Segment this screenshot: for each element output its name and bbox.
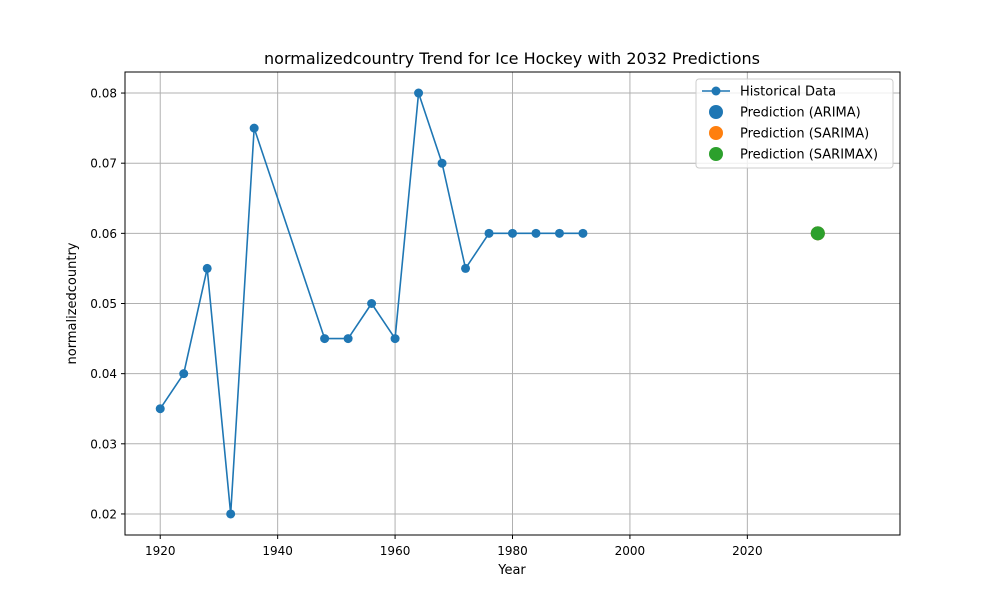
x-axis: 1920 1940 1960 1980 2000 2020	[145, 535, 763, 558]
x-tick-label: 1920	[145, 544, 176, 558]
legend-label-prediction-sarimax: Prediction (SARIMAX)	[740, 148, 878, 163]
x-tick-label: 1960	[380, 544, 411, 558]
y-tick-label: 0.08	[90, 87, 117, 101]
historical-data-point	[179, 369, 189, 379]
y-tick-label: 0.07	[90, 157, 117, 171]
historical-data-point	[367, 299, 377, 308]
plot-frame	[124, 71, 901, 536]
legend: Historical Data Prediction (ARIMA) Predict…	[695, 78, 894, 169]
historical-data-point	[343, 334, 353, 344]
legend-marker	[709, 126, 723, 140]
chart-title: normalizedcountry Trend for Ice Hockey w…	[264, 49, 760, 68]
historical-data-point	[249, 123, 259, 133]
y-tick-label: 0.04	[90, 367, 117, 381]
y-tick-label: 0.02	[90, 507, 117, 521]
historical-data-point	[437, 158, 447, 168]
x-axis-label: Year	[497, 563, 526, 578]
legend-label-prediction-sarima: Prediction (SARIMA)	[740, 127, 869, 142]
historical-data-point	[508, 228, 517, 238]
legend-marker	[709, 147, 723, 161]
y-tick-label: 0.06	[90, 227, 117, 241]
historical-data-point	[202, 263, 212, 273]
historical-data-point	[578, 228, 588, 238]
plot-series	[155, 88, 825, 519]
historical-data-point	[531, 228, 541, 238]
historical-data-point	[390, 334, 400, 344]
x-tick-label: 2000	[615, 544, 646, 558]
legend-marker	[711, 86, 721, 96]
historical-data-point	[414, 88, 424, 98]
x-tick-label: 1940	[262, 544, 293, 558]
legend-box	[695, 78, 894, 169]
prediction-sarimax-point	[810, 226, 825, 241]
y-axis-label: normalizedcountry	[65, 242, 80, 364]
historical-data-point	[155, 404, 165, 414]
legend-label-prediction-arima: Prediction (ARIMA)	[740, 106, 861, 121]
legend-label-historical-data: Historical Data	[740, 85, 836, 100]
y-tick-label: 0.03	[90, 437, 117, 451]
historical-data-point	[484, 228, 494, 238]
historical-data-point	[554, 228, 564, 238]
x-tick-label: 1980	[497, 544, 528, 558]
x-tick-label: 2020	[732, 544, 763, 558]
historical-data-point	[320, 334, 330, 344]
historical-data-point	[461, 263, 471, 273]
y-tick-label: 0.05	[90, 297, 117, 311]
historical-data-point	[226, 509, 236, 519]
legend-marker	[709, 105, 723, 119]
y-axis: 0.02 0.03 0.04 0.05 0.06 0.07 0.08	[90, 87, 125, 521]
